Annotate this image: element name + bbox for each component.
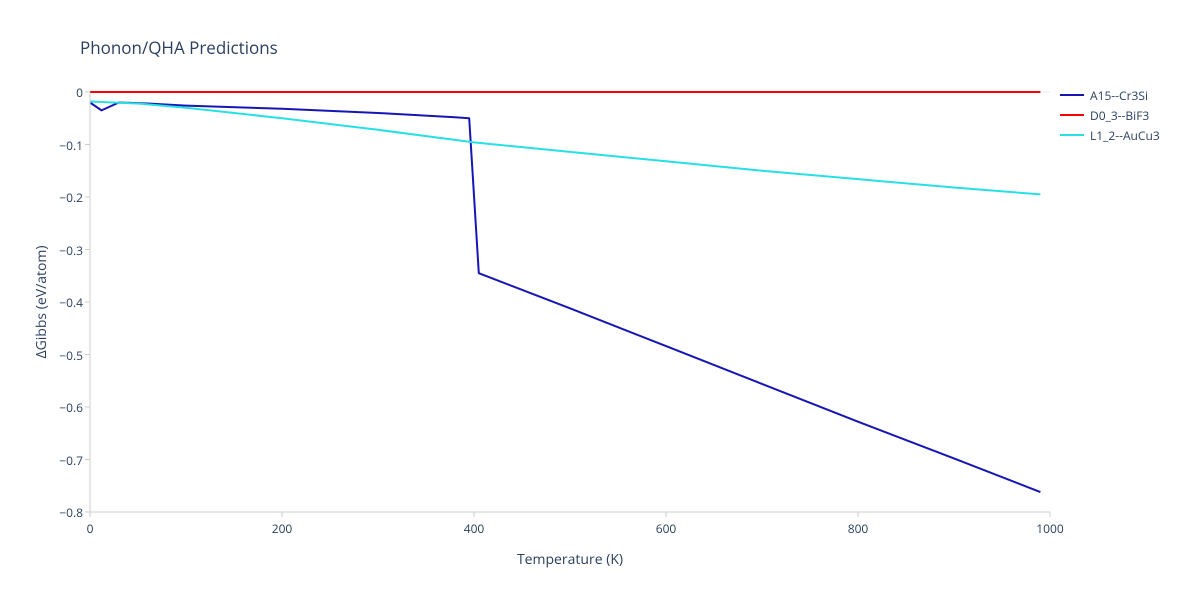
- x-tick-label: 600: [651, 520, 681, 537]
- y-tick-label: −0.7: [45, 452, 83, 469]
- y-tick-label: 0: [45, 84, 83, 101]
- series-line-0[interactable]: [90, 103, 1040, 493]
- legend-swatch-icon: [1060, 134, 1084, 136]
- legend-item-label: A15--Cr3Si: [1090, 87, 1148, 104]
- legend-item-0[interactable]: A15--Cr3Si: [1060, 86, 1160, 104]
- x-tick-label: 400: [459, 520, 489, 537]
- series-line-2[interactable]: [90, 101, 1040, 194]
- legend[interactable]: A15--Cr3Si D0_3--BiF3 L1_2--AuCu3: [1060, 86, 1160, 146]
- chart-title: Phonon/QHA Predictions: [80, 36, 278, 59]
- plot-area[interactable]: [90, 92, 1050, 512]
- legend-swatch-icon: [1060, 114, 1084, 116]
- x-tick-label: 0: [75, 520, 105, 537]
- y-axis-label: ΔGibbs (eV/atom): [32, 232, 51, 372]
- y-tick-label: −0.1: [45, 137, 83, 154]
- chart-container: Phonon/QHA Predictions 0 200 400 600 800 1000…: [0, 0, 1200, 600]
- legend-item-2[interactable]: L1_2--AuCu3: [1060, 126, 1160, 144]
- plot-svg: [90, 92, 1050, 512]
- series-lines: [90, 92, 1040, 492]
- legend-item-1[interactable]: D0_3--BiF3: [1060, 106, 1160, 124]
- x-tick-label: 1000: [1035, 520, 1065, 537]
- y-tick-label: −0.2: [45, 189, 83, 206]
- y-tick-label: −0.8: [45, 504, 83, 521]
- x-tick-label: 800: [843, 520, 873, 537]
- legend-swatch-icon: [1060, 94, 1084, 96]
- legend-item-label: L1_2--AuCu3: [1090, 127, 1160, 144]
- x-axis-label: Temperature (K): [90, 550, 1050, 569]
- x-tick-label: 200: [267, 520, 297, 537]
- y-tick-label: −0.6: [45, 399, 83, 416]
- legend-item-label: D0_3--BiF3: [1090, 107, 1149, 124]
- grid-lines: [85, 92, 1050, 517]
